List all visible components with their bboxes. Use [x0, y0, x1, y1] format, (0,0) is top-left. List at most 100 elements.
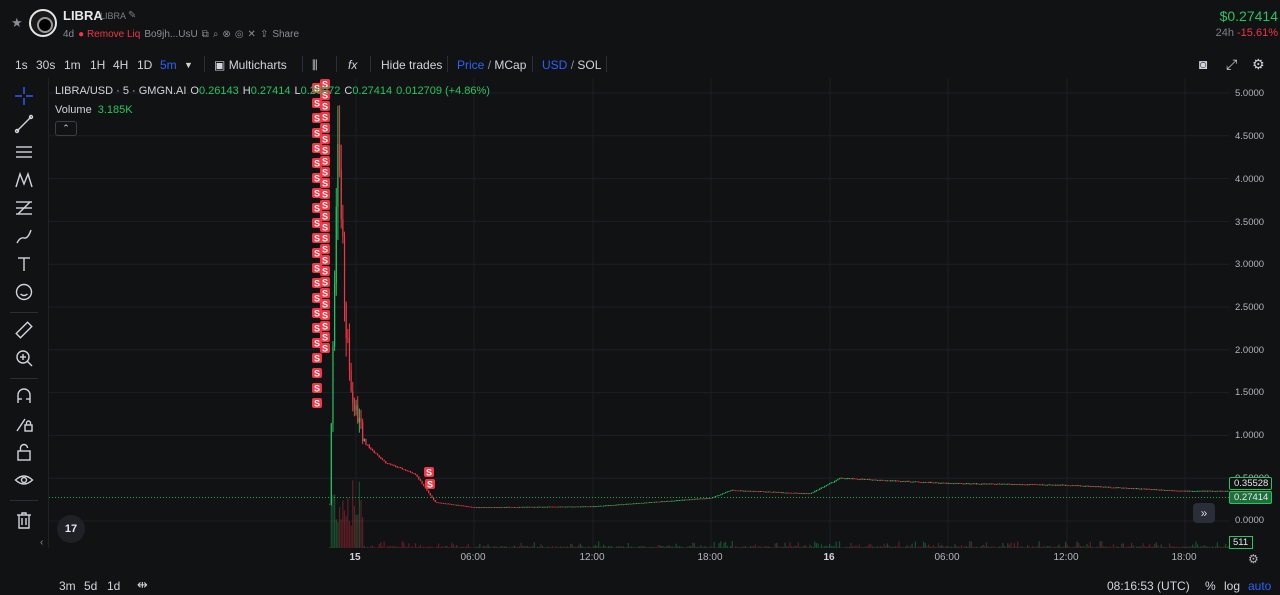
lock-icon[interactable]: [13, 441, 35, 463]
timeframe-30s[interactable]: 30s: [36, 58, 56, 72]
lock-drawing-icon[interactable]: [13, 413, 35, 435]
volume-bar: [840, 547, 842, 548]
candle-body: [871, 479, 874, 481]
candle-body: [571, 506, 573, 508]
token-age: 4d: [63, 28, 75, 40]
indicators-icon[interactable]: fx: [348, 58, 358, 72]
tradingview-logo[interactable]: 17: [57, 515, 85, 543]
volume-bar: [550, 547, 552, 548]
volume-bar: [998, 546, 1001, 548]
percent-toggle[interactable]: %: [1205, 579, 1216, 593]
brush-icon[interactable]: [13, 225, 35, 247]
trade-marker: [424, 467, 434, 477]
volume-bar: [926, 546, 928, 548]
candle-body: [888, 480, 890, 482]
emoji-icon[interactable]: [13, 281, 35, 303]
volume-bar: [683, 547, 686, 548]
price-mcap-toggle[interactable]: Price / MCap: [457, 58, 527, 72]
candle-body: [1074, 485, 1077, 487]
time-axis[interactable]: 15 06:00 12:00 18:00 16 06:00 12:00 18:0…: [48, 552, 1228, 568]
candle-style-icon[interactable]: ⫼: [312, 58, 318, 72]
volume-bar: [758, 546, 760, 548]
text-icon[interactable]: [13, 253, 35, 275]
settings-icon[interactable]: ⚙: [1252, 56, 1265, 72]
date-range-icon[interactable]: ⇹: [137, 577, 148, 592]
volume-bar: [1005, 547, 1007, 548]
trash-icon[interactable]: [13, 509, 35, 531]
collapse-legend-button[interactable]: ⌃: [55, 121, 77, 136]
timeframe-1m[interactable]: 1m: [64, 58, 81, 72]
hide-trades-button[interactable]: Hide trades: [381, 58, 443, 72]
horizontal-lines-icon[interactable]: [13, 141, 35, 163]
volume-bar: [1025, 547, 1027, 548]
usd-sol-toggle[interactable]: USD / SOL: [542, 58, 602, 72]
volume-bar: [796, 546, 798, 548]
timeframe-1d[interactable]: 1D: [137, 58, 153, 72]
legend-low: L0.26972: [294, 85, 341, 97]
range-5d[interactable]: 5d: [84, 579, 98, 593]
multicharts-button[interactable]: ▣ Multicharts: [214, 58, 287, 72]
timeframe-dropdown-icon[interactable]: ▼: [184, 60, 193, 70]
scroll-to-realtime-button[interactable]: »: [1193, 503, 1215, 523]
auto-toggle[interactable]: auto: [1248, 579, 1272, 593]
candle-body: [480, 507, 483, 509]
axis-settings-icon[interactable]: ⚙: [1248, 552, 1259, 566]
volume-bar: [642, 546, 644, 548]
timeframe-1s[interactable]: 1s: [15, 58, 28, 72]
share-icon[interactable]: ⇪: [259, 28, 269, 40]
log-toggle[interactable]: log: [1224, 579, 1241, 593]
trade-marker: [320, 134, 330, 144]
collapse-sidebar-icon[interactable]: ‹: [40, 537, 44, 548]
contract-address[interactable]: Bo9jh...UsU: [144, 28, 198, 40]
telegram-icon[interactable]: ⊗: [222, 28, 231, 40]
volume-bar: [338, 507, 341, 548]
camera-icon[interactable]: ◙: [1199, 56, 1208, 72]
search-icon[interactable]: ⌕: [212, 28, 219, 40]
volume-bar: [1012, 547, 1014, 548]
fullscreen-icon[interactable]: ⤢: [1226, 56, 1238, 72]
volume-bar: [906, 545, 908, 548]
volume-bar: [777, 546, 780, 548]
timeframe-1h[interactable]: 1H: [90, 58, 106, 72]
volume-bar: [469, 547, 471, 548]
eye-icon[interactable]: [13, 469, 35, 491]
candle-body: [627, 503, 629, 505]
star-icon[interactable]: ★: [11, 15, 23, 30]
edit-icon[interactable]: ✎: [128, 10, 137, 21]
volume-bar: [1022, 546, 1024, 548]
website-icon[interactable]: ◎: [234, 28, 244, 40]
volume-bar: [749, 546, 752, 548]
candle-body: [1119, 487, 1121, 489]
range-3m[interactable]: 3m: [59, 579, 76, 593]
volume-bar: [1008, 545, 1011, 548]
x-icon[interactable]: ✕: [247, 28, 256, 40]
copy-icon[interactable]: ⧉: [201, 28, 209, 40]
volume-bar: [1172, 546, 1174, 548]
candle-body: [540, 506, 542, 508]
ruler-icon[interactable]: [13, 319, 35, 341]
volume-bar: [939, 546, 941, 548]
candle-body: [967, 483, 969, 485]
volume-bar: [1096, 546, 1098, 548]
timeframe-4h[interactable]: 4H: [113, 58, 129, 72]
volume-bar: [622, 546, 624, 548]
trendline-icon[interactable]: [13, 113, 35, 135]
volume-bar: [447, 547, 450, 548]
share-link[interactable]: Share: [272, 28, 300, 40]
volume-bar: [556, 546, 558, 548]
range-1d[interactable]: 1d: [107, 579, 121, 593]
candle-body: [723, 493, 725, 494]
remove-liq-badge[interactable]: ● Remove Liq: [78, 28, 141, 40]
fib-retracement-icon[interactable]: [13, 197, 35, 219]
magnet-icon[interactable]: [13, 385, 35, 407]
zoom-in-icon[interactable]: [13, 347, 35, 369]
volume-bar: [909, 546, 912, 548]
pattern-icon[interactable]: [13, 169, 35, 191]
price-axis[interactable]: 5.0000 4.5000 4.0000 3.5000 3.0000 2.500…: [1228, 78, 1280, 549]
candle-body: [814, 491, 816, 493]
volume-bar: [558, 547, 560, 548]
timeframe-5m[interactable]: 5m: [160, 58, 177, 72]
crosshair-icon[interactable]: [13, 85, 35, 107]
volume-bar: [1111, 547, 1113, 548]
